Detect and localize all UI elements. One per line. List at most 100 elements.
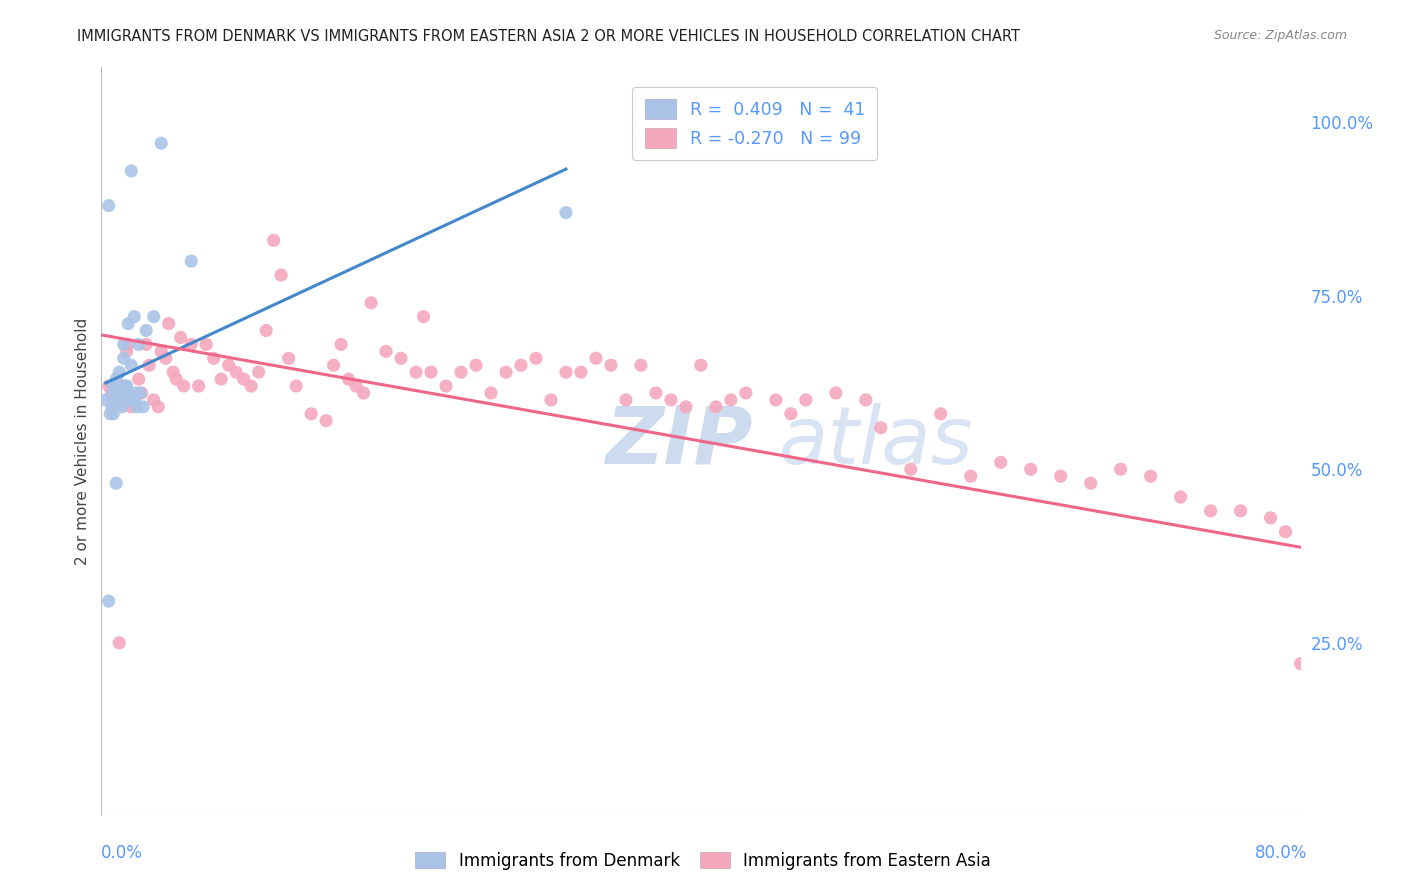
- Point: [434, 379, 457, 393]
- Point: [150, 344, 173, 359]
- Point: [125, 386, 148, 401]
- Point: [103, 379, 125, 393]
- Point: [131, 386, 153, 401]
- Point: [97, 199, 120, 213]
- Point: [115, 344, 138, 359]
- Point: [720, 392, 742, 407]
- Text: ZIP: ZIP: [605, 402, 752, 481]
- Point: [129, 386, 152, 401]
- Point: [105, 392, 128, 407]
- Point: [187, 379, 209, 393]
- Point: [100, 400, 122, 414]
- Point: [105, 392, 128, 407]
- Point: [824, 386, 846, 401]
- Point: [108, 636, 131, 650]
- Point: [104, 400, 127, 414]
- Point: [148, 400, 170, 414]
- Point: [103, 386, 125, 401]
- Point: [122, 392, 145, 407]
- Point: [112, 351, 135, 366]
- Point: [1305, 657, 1327, 671]
- Legend: R =  0.409   N =  41, R = -0.270   N = 99: R = 0.409 N = 41, R = -0.270 N = 99: [633, 87, 877, 160]
- Point: [734, 386, 756, 401]
- Point: [112, 386, 135, 401]
- Point: [1049, 469, 1071, 483]
- Point: [1260, 511, 1282, 525]
- Point: [689, 358, 711, 372]
- Point: [128, 372, 150, 386]
- Point: [322, 358, 344, 372]
- Point: [162, 365, 184, 379]
- Point: [232, 372, 254, 386]
- Point: [180, 337, 202, 351]
- Text: atlas: atlas: [779, 402, 973, 481]
- Point: [155, 351, 177, 366]
- Point: [1350, 670, 1372, 684]
- Point: [765, 392, 787, 407]
- Point: [450, 365, 472, 379]
- Point: [142, 310, 165, 324]
- Point: [337, 372, 360, 386]
- Point: [1274, 524, 1296, 539]
- Point: [138, 358, 160, 372]
- Point: [1229, 504, 1251, 518]
- Point: [114, 379, 136, 393]
- Point: [240, 379, 263, 393]
- Point: [117, 337, 139, 351]
- Point: [1379, 677, 1402, 691]
- Point: [98, 407, 121, 421]
- Point: [97, 594, 120, 608]
- Point: [120, 358, 142, 372]
- Point: [218, 358, 240, 372]
- Point: [117, 317, 139, 331]
- Point: [135, 324, 157, 338]
- Point: [105, 476, 128, 491]
- Point: [195, 337, 218, 351]
- Text: 80.0%: 80.0%: [1256, 844, 1308, 862]
- Point: [704, 400, 727, 414]
- Point: [173, 379, 195, 393]
- Point: [389, 351, 412, 366]
- Point: [225, 365, 247, 379]
- Legend: Immigrants from Denmark, Immigrants from Eastern Asia: Immigrants from Denmark, Immigrants from…: [409, 846, 997, 877]
- Point: [122, 310, 145, 324]
- Point: [142, 392, 165, 407]
- Point: [127, 400, 149, 414]
- Point: [1019, 462, 1042, 476]
- Point: [97, 379, 120, 393]
- Point: [247, 365, 270, 379]
- Point: [132, 400, 155, 414]
- Point: [495, 365, 517, 379]
- Point: [479, 386, 502, 401]
- Point: [600, 358, 623, 372]
- Point: [157, 317, 180, 331]
- Point: [929, 407, 952, 421]
- Point: [112, 337, 135, 351]
- Point: [111, 400, 134, 414]
- Point: [412, 310, 434, 324]
- Point: [1199, 504, 1222, 518]
- Point: [1139, 469, 1161, 483]
- Point: [315, 414, 337, 428]
- Point: [569, 365, 592, 379]
- Point: [1080, 476, 1102, 491]
- Point: [128, 337, 150, 351]
- Point: [285, 379, 308, 393]
- Point: [254, 324, 277, 338]
- Point: [270, 268, 292, 282]
- Point: [330, 337, 353, 351]
- Point: [630, 358, 652, 372]
- Point: [117, 386, 139, 401]
- Point: [1289, 657, 1312, 671]
- Point: [120, 400, 142, 414]
- Point: [165, 372, 187, 386]
- Point: [555, 205, 578, 219]
- Point: [353, 386, 375, 401]
- Point: [405, 365, 427, 379]
- Point: [855, 392, 877, 407]
- Point: [170, 330, 193, 344]
- Point: [118, 392, 141, 407]
- Point: [105, 372, 128, 386]
- Point: [959, 469, 981, 483]
- Point: [100, 386, 122, 401]
